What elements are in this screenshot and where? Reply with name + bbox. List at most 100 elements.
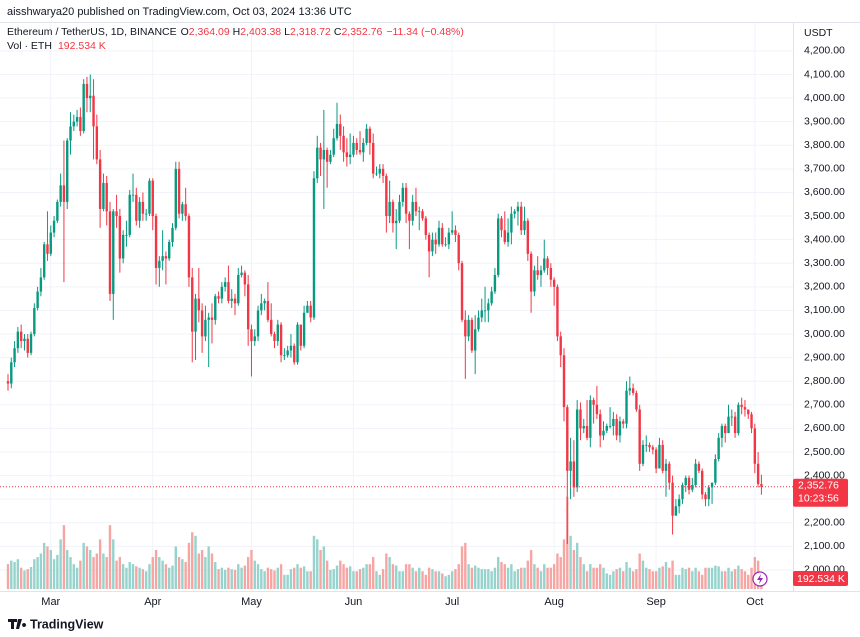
volume-bar bbox=[39, 553, 43, 589]
volume-bar bbox=[543, 564, 546, 589]
volume-bar bbox=[240, 567, 243, 589]
candle-body bbox=[599, 414, 602, 436]
volume-bar bbox=[243, 565, 247, 589]
volume-bar bbox=[691, 571, 694, 589]
countdown: 10:23:56 bbox=[798, 492, 839, 504]
price-tag-label: 2,352.76 bbox=[798, 479, 839, 491]
volume-bar bbox=[418, 567, 421, 589]
candle-body bbox=[473, 329, 477, 351]
volume-bar bbox=[536, 567, 539, 589]
legend-key: L bbox=[284, 26, 290, 38]
legend-key: H bbox=[233, 26, 241, 38]
candle-body bbox=[704, 494, 707, 500]
volume-bar bbox=[464, 542, 467, 589]
candle-body bbox=[115, 211, 118, 217]
volume-bar bbox=[286, 574, 289, 589]
volume-bar bbox=[273, 570, 276, 589]
candle-body bbox=[92, 95, 95, 127]
candle-body bbox=[569, 461, 572, 471]
candle-body bbox=[684, 477, 687, 486]
candle-body bbox=[348, 154, 352, 158]
volume-bar bbox=[510, 564, 513, 589]
volume-bar bbox=[230, 569, 233, 589]
candle-body bbox=[276, 324, 279, 342]
candle-body bbox=[572, 461, 576, 488]
candle-body bbox=[49, 232, 52, 254]
candle-body bbox=[592, 400, 595, 405]
volume-bar bbox=[42, 542, 46, 589]
volume-bar bbox=[52, 559, 56, 589]
candle-body bbox=[691, 485, 694, 490]
volume-bar bbox=[335, 565, 339, 589]
candle-body bbox=[194, 298, 197, 332]
candle-body bbox=[355, 142, 358, 150]
x-tick-label: Apr bbox=[144, 596, 161, 608]
volume-bar bbox=[441, 573, 444, 589]
candle-body bbox=[112, 211, 115, 294]
volume-bar bbox=[447, 574, 451, 589]
volume-bar bbox=[615, 569, 618, 589]
candle-body bbox=[286, 350, 289, 356]
candle-body bbox=[536, 270, 539, 276]
candle-body bbox=[59, 185, 62, 202]
volume-bar bbox=[487, 569, 490, 589]
candle-body bbox=[217, 296, 220, 299]
candle-body bbox=[345, 152, 349, 158]
volume-bar bbox=[437, 571, 441, 589]
volume-bar bbox=[454, 569, 457, 589]
candle-body bbox=[549, 267, 553, 280]
volume-bar bbox=[214, 562, 217, 589]
price-tag bbox=[793, 478, 848, 507]
volume-bar bbox=[13, 562, 16, 589]
candle-body bbox=[296, 324, 299, 363]
y-tick-label: 4,200.00 bbox=[804, 45, 845, 57]
y-tick-label: 3,400.00 bbox=[804, 233, 845, 245]
candle-body bbox=[753, 428, 757, 464]
candle-body bbox=[661, 444, 664, 471]
volume-bar bbox=[638, 553, 641, 589]
volume-bar bbox=[602, 567, 605, 589]
volume-bar bbox=[421, 571, 424, 589]
candle-body bbox=[200, 310, 204, 337]
candle-body bbox=[404, 187, 408, 214]
volume-bar bbox=[92, 557, 95, 589]
candle-body bbox=[480, 310, 483, 318]
candle-body bbox=[52, 220, 56, 233]
candle-body bbox=[154, 216, 158, 268]
volume-bar bbox=[592, 567, 595, 589]
volume-bar bbox=[66, 549, 69, 589]
volume-bar bbox=[158, 557, 161, 589]
volume-bar bbox=[733, 569, 737, 589]
candle-body bbox=[138, 201, 141, 221]
volume-bar bbox=[276, 567, 279, 589]
volume-bar bbox=[546, 567, 549, 589]
volume-bar bbox=[128, 562, 131, 589]
candle-body bbox=[740, 404, 743, 408]
y-tick-label: 4,100.00 bbox=[804, 68, 845, 80]
volume-bar bbox=[207, 546, 210, 589]
volume-bar bbox=[628, 567, 632, 589]
volume-bar bbox=[493, 567, 497, 589]
volume-bar bbox=[85, 546, 89, 589]
candle-body bbox=[628, 388, 632, 391]
candle-body bbox=[233, 298, 237, 304]
volume-bar bbox=[681, 567, 684, 589]
volume-bar bbox=[714, 565, 717, 589]
volume-bar bbox=[539, 571, 543, 589]
volume-bar bbox=[49, 549, 52, 589]
volume-bar bbox=[220, 567, 224, 589]
y-tick-label: 3,900.00 bbox=[804, 115, 845, 127]
candle-body bbox=[381, 168, 385, 176]
volume-bar bbox=[171, 565, 174, 589]
volume-bar bbox=[316, 539, 319, 589]
volume-bar bbox=[69, 557, 72, 589]
candle-body bbox=[79, 116, 82, 132]
volume-bar bbox=[674, 574, 678, 589]
x-tick-label: Sep bbox=[646, 596, 666, 608]
volume-bar bbox=[625, 562, 628, 589]
candle-body bbox=[293, 345, 296, 363]
candle-body bbox=[651, 447, 655, 450]
volume-bar bbox=[293, 567, 296, 589]
candle-body bbox=[177, 168, 181, 214]
